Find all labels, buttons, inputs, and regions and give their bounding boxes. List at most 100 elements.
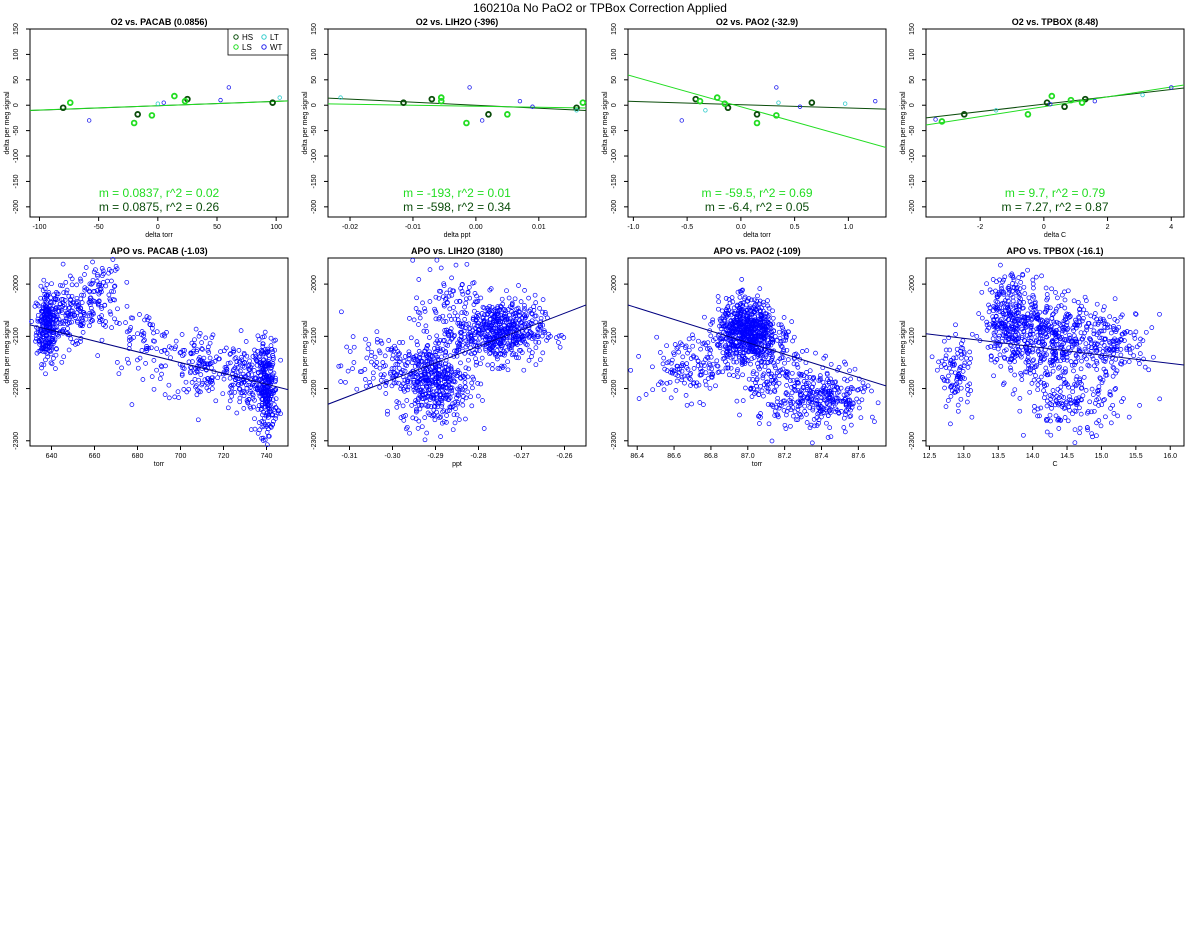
page-title: 160210a No PaO2 or TPBox Correction Appl… bbox=[473, 1, 727, 15]
chart-5-data-point bbox=[54, 290, 59, 295]
chart-7-data-point bbox=[759, 313, 765, 319]
chart-7-data-point bbox=[745, 314, 751, 319]
chart-4-fit-annotation: m = 9.7, r^2 = 0.79 bbox=[1005, 186, 1106, 200]
chart-8-data-point bbox=[1044, 398, 1050, 404]
chart-8-y-tick-label: -2000 bbox=[909, 275, 916, 293]
chart-7-data-point bbox=[811, 381, 816, 387]
chart-6-data-point bbox=[425, 404, 430, 409]
chart-6-data-point bbox=[538, 315, 544, 321]
chart-7-data-point bbox=[869, 414, 875, 420]
chart-8-data-point bbox=[1058, 384, 1064, 390]
chart-6-data-point bbox=[448, 366, 454, 372]
chart-5-data-point bbox=[241, 389, 246, 394]
chart-8-data-point bbox=[1022, 322, 1028, 327]
chart-8-data-point bbox=[1104, 345, 1110, 351]
chart-5-data-point bbox=[162, 392, 168, 397]
chart-8-data-point bbox=[1058, 344, 1064, 350]
chart-5-data-point bbox=[248, 427, 254, 432]
chart-7-data-point bbox=[719, 315, 725, 321]
chart-5-data-point bbox=[250, 392, 256, 398]
chart-8-data-point bbox=[1080, 393, 1086, 399]
chart-6-data-point bbox=[397, 340, 402, 345]
chart-8-data-point bbox=[1037, 358, 1043, 364]
chart-7-data-point bbox=[748, 387, 753, 392]
chart-7-data-point bbox=[746, 342, 752, 347]
chart-6-data-point bbox=[471, 322, 477, 328]
chart-8-data-point bbox=[1038, 374, 1044, 380]
chart-7-data-point bbox=[710, 338, 716, 343]
chart-6-data-point bbox=[471, 376, 477, 382]
chart-8-data-point bbox=[1097, 346, 1103, 352]
chart-8-data-point bbox=[1061, 327, 1067, 333]
chart-5-data-point bbox=[68, 336, 74, 341]
chart-8-data-point bbox=[1002, 305, 1008, 311]
chart-7-data-point bbox=[857, 405, 862, 411]
chart-5-data-point bbox=[60, 261, 66, 267]
chart-6-data-point bbox=[363, 383, 369, 389]
chart-8-data-point bbox=[1014, 307, 1019, 313]
chart-7-data-point bbox=[725, 304, 731, 309]
chart-5-data-point bbox=[58, 305, 64, 310]
chart-6-data-point bbox=[521, 367, 527, 373]
chart-6-data-point bbox=[476, 313, 481, 318]
chart-8-data-point bbox=[953, 322, 958, 328]
chart-5-data-point bbox=[196, 388, 202, 394]
chart-7-data-point bbox=[688, 356, 694, 361]
chart-8-data-point bbox=[1031, 285, 1036, 291]
chart-7-data-point bbox=[842, 376, 847, 382]
chart-6-data-point bbox=[422, 370, 428, 376]
chart-7-data-point bbox=[777, 356, 783, 362]
chart-5-data-point bbox=[74, 338, 79, 344]
chart-8-data-point bbox=[1122, 338, 1127, 343]
chart-1-y-tick-label: 50 bbox=[13, 76, 20, 84]
chart-7-data-point bbox=[758, 317, 763, 323]
chart-6-data-point bbox=[415, 399, 420, 405]
chart-5-data-point bbox=[239, 380, 245, 386]
chart-7-data-point bbox=[832, 387, 838, 393]
chart-5-data-point bbox=[79, 300, 85, 305]
chart-8-data-point bbox=[1006, 333, 1011, 338]
chart-7-data-point bbox=[762, 346, 767, 352]
chart-6-data-point bbox=[443, 349, 449, 354]
chart-5-data-point bbox=[58, 282, 63, 288]
chart-6-data-point bbox=[448, 405, 454, 410]
chart-7-data-point bbox=[705, 346, 710, 352]
chart-6-data-point bbox=[382, 353, 388, 359]
chart-6-data-point bbox=[513, 352, 519, 358]
chart-7-data-point bbox=[754, 349, 759, 355]
chart-5-data-point bbox=[232, 390, 238, 395]
chart-6-data-point bbox=[481, 326, 487, 332]
chart-8-data-point bbox=[1107, 324, 1113, 330]
chart-8-data-point bbox=[958, 355, 964, 361]
chart-8-data-point bbox=[1089, 386, 1095, 392]
chart-1-point-ls bbox=[171, 92, 178, 100]
chart-8-data-point bbox=[1041, 325, 1046, 330]
chart-3-point-lt bbox=[703, 108, 708, 113]
chart-8-data-point bbox=[948, 358, 954, 364]
chart-3-point-wt bbox=[774, 85, 779, 90]
chart-7-data-point bbox=[833, 379, 838, 385]
chart-6-data-point bbox=[506, 344, 512, 349]
chart-6-data-point bbox=[432, 368, 437, 374]
chart-5-data-point bbox=[40, 288, 46, 293]
chart-6-data-point bbox=[448, 353, 453, 359]
chart-4-fit-line-hs bbox=[926, 87, 1184, 119]
chart-7-data-point bbox=[768, 326, 774, 331]
chart-5-data-point bbox=[173, 338, 179, 344]
chart-8-data-point bbox=[1094, 433, 1099, 439]
chart-5-data-point bbox=[78, 278, 84, 284]
chart-7-data-point bbox=[766, 368, 771, 374]
chart-6-data-point bbox=[438, 265, 444, 271]
chart-7-data-point bbox=[725, 340, 731, 346]
chart-3-y-tick-label: 50 bbox=[611, 76, 618, 84]
chart-5-data-point bbox=[66, 320, 72, 326]
chart-8-data-point bbox=[1034, 362, 1039, 368]
chart-6-data-point bbox=[454, 348, 460, 354]
chart-7-data-point bbox=[740, 287, 745, 293]
chart-7-data-point bbox=[755, 353, 761, 359]
chart-8-data-point bbox=[991, 317, 996, 322]
chart-6-data-point bbox=[375, 339, 380, 345]
chart-6-data-point bbox=[339, 309, 344, 315]
chart-5-data-point bbox=[116, 371, 122, 377]
chart-8-data-point bbox=[1094, 316, 1099, 322]
